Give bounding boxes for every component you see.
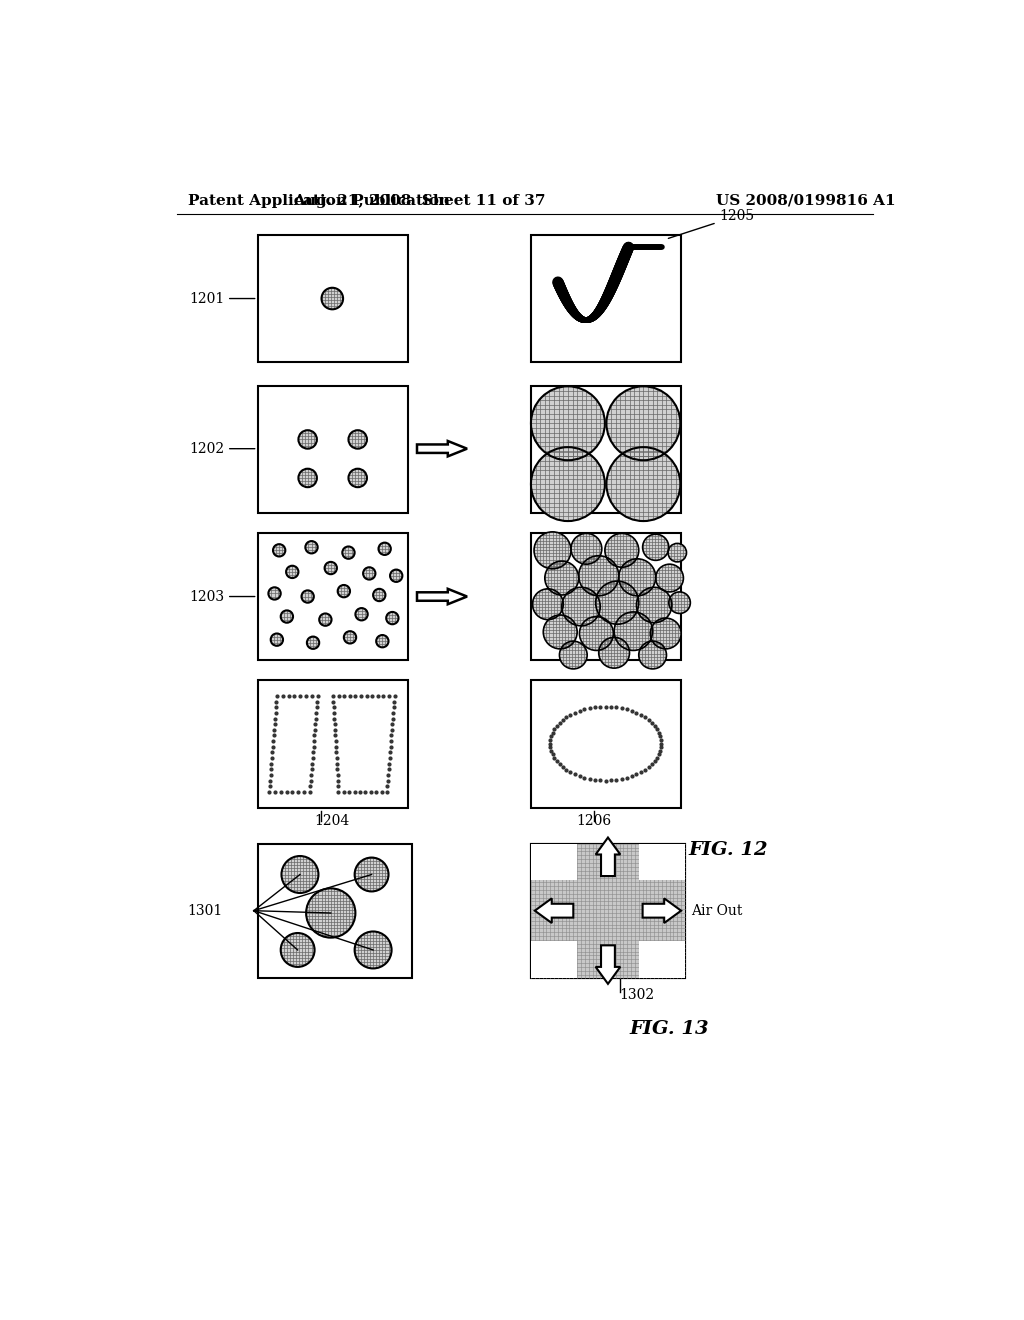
- Text: FIG. 13: FIG. 13: [630, 1019, 710, 1038]
- Text: 1201: 1201: [189, 292, 224, 305]
- Circle shape: [298, 430, 316, 449]
- Circle shape: [325, 562, 337, 574]
- Circle shape: [605, 533, 639, 568]
- Circle shape: [535, 532, 571, 569]
- Bar: [258, 843, 412, 978]
- Text: 1302: 1302: [620, 989, 654, 1002]
- Circle shape: [579, 556, 618, 595]
- Circle shape: [282, 857, 318, 894]
- Circle shape: [319, 614, 332, 626]
- Bar: [531, 843, 685, 978]
- Text: 1206: 1206: [577, 814, 611, 829]
- Polygon shape: [531, 843, 578, 880]
- Circle shape: [344, 631, 356, 644]
- Bar: [531, 843, 685, 978]
- Text: 1301: 1301: [187, 904, 223, 917]
- Text: 1203: 1203: [189, 590, 224, 603]
- Circle shape: [606, 447, 680, 521]
- Circle shape: [298, 469, 316, 487]
- Circle shape: [305, 541, 317, 553]
- Text: Aug. 21, 2008  Sheet 11 of 37: Aug. 21, 2008 Sheet 11 of 37: [293, 194, 546, 207]
- Circle shape: [562, 587, 600, 626]
- Circle shape: [268, 587, 281, 599]
- Circle shape: [545, 561, 579, 595]
- Polygon shape: [596, 838, 621, 876]
- Circle shape: [307, 636, 319, 649]
- Circle shape: [580, 616, 613, 651]
- Text: 1205: 1205: [669, 209, 755, 239]
- Circle shape: [571, 533, 602, 564]
- Circle shape: [606, 387, 680, 461]
- Circle shape: [281, 933, 314, 966]
- Circle shape: [364, 568, 376, 579]
- Circle shape: [281, 610, 293, 623]
- Bar: [531, 681, 681, 808]
- Bar: [258, 235, 408, 363]
- Circle shape: [342, 546, 354, 558]
- Text: Air Out: Air Out: [691, 904, 742, 917]
- Bar: [531, 843, 685, 978]
- Polygon shape: [643, 899, 681, 923]
- Circle shape: [273, 544, 286, 557]
- Text: 1202: 1202: [189, 442, 224, 455]
- Bar: [258, 681, 408, 808]
- Circle shape: [669, 591, 690, 614]
- Circle shape: [532, 589, 563, 619]
- Circle shape: [301, 590, 313, 603]
- Circle shape: [379, 543, 391, 554]
- Circle shape: [596, 581, 639, 624]
- Circle shape: [386, 612, 398, 624]
- Circle shape: [668, 544, 686, 562]
- Circle shape: [637, 587, 672, 623]
- Bar: [258, 533, 408, 660]
- Bar: [531, 385, 681, 512]
- Circle shape: [348, 430, 367, 449]
- Polygon shape: [639, 843, 685, 880]
- Circle shape: [376, 635, 388, 647]
- Circle shape: [618, 558, 655, 595]
- Polygon shape: [531, 941, 578, 978]
- Polygon shape: [639, 941, 685, 978]
- Circle shape: [531, 387, 605, 461]
- Circle shape: [655, 564, 683, 591]
- Circle shape: [544, 615, 578, 649]
- Text: FIG. 12: FIG. 12: [689, 841, 768, 859]
- Bar: [531, 235, 681, 363]
- Circle shape: [270, 634, 283, 645]
- Circle shape: [643, 535, 669, 561]
- Circle shape: [338, 585, 350, 597]
- Circle shape: [306, 888, 355, 937]
- Circle shape: [559, 642, 587, 669]
- Circle shape: [348, 469, 367, 487]
- Text: 1204: 1204: [314, 814, 350, 829]
- Circle shape: [650, 618, 681, 649]
- Circle shape: [531, 447, 605, 521]
- Circle shape: [354, 932, 391, 969]
- Circle shape: [355, 609, 368, 620]
- Text: US 2008/0199816 A1: US 2008/0199816 A1: [716, 194, 895, 207]
- Circle shape: [322, 288, 343, 309]
- Polygon shape: [417, 589, 467, 605]
- Polygon shape: [535, 899, 573, 923]
- Circle shape: [373, 589, 385, 601]
- Bar: [258, 385, 408, 512]
- Circle shape: [599, 638, 630, 668]
- Circle shape: [286, 566, 298, 578]
- Circle shape: [354, 858, 388, 891]
- Circle shape: [614, 612, 652, 651]
- Bar: [531, 533, 681, 660]
- Polygon shape: [596, 945, 621, 983]
- Polygon shape: [417, 441, 467, 457]
- Text: Patent Application Publication: Patent Application Publication: [188, 194, 451, 207]
- Circle shape: [639, 642, 667, 669]
- Circle shape: [390, 570, 402, 582]
